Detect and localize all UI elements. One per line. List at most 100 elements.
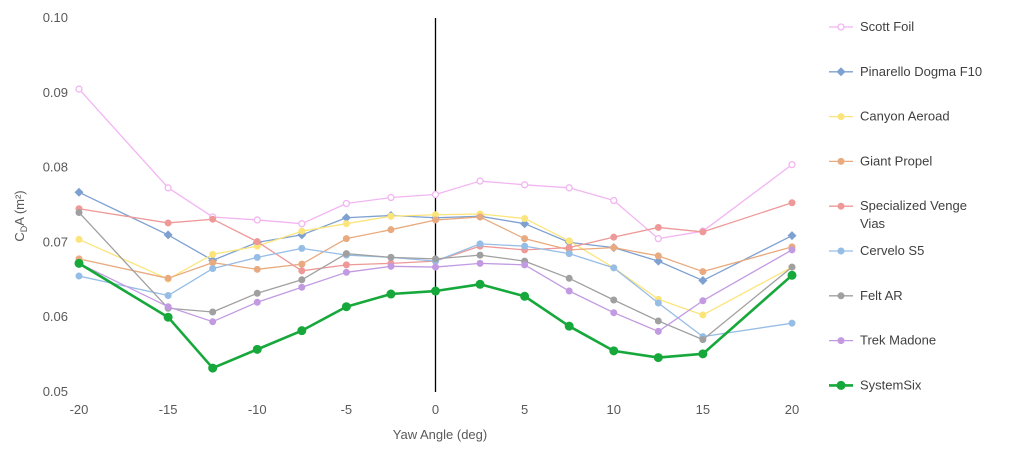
data-point [521,214,529,222]
data-point [520,181,529,189]
data-point [342,268,350,276]
x-tick-label: -5 [341,402,353,417]
data-point [699,297,707,305]
data-point [699,311,707,319]
legend-marker [837,202,845,210]
data-point [164,292,172,300]
legend-label-line: Specialized Venge [860,198,967,213]
x-tick-label: 0 [432,402,439,417]
data-point [699,228,707,236]
data-point [520,291,530,301]
series-felt-ar [75,208,796,344]
data-point [387,262,395,270]
data-point [788,199,796,207]
data-point [298,244,306,252]
data-point [75,235,83,243]
x-tick-label: -20 [70,402,89,417]
data-point [653,256,663,266]
data-point [476,259,484,267]
data-point [476,177,484,185]
data-point [342,235,350,243]
data-point [521,235,529,243]
data-point [342,220,350,228]
data-point [654,299,662,307]
data-point [298,267,306,275]
data-point [698,349,708,359]
legend-item: Trek Madone [829,333,936,348]
legend-label-line: Vias [860,216,886,231]
legend-label: Felt AR [860,288,903,303]
data-point [387,212,395,220]
data-point [164,303,172,311]
data-point [521,242,529,250]
data-point [252,344,262,354]
data-point [610,196,618,205]
data-point [298,260,306,268]
data-point [565,287,573,295]
data-point [253,265,261,273]
data-point [208,363,218,373]
legend-label: Canyon Aeroad [860,109,950,124]
data-point [699,268,707,276]
data-point [609,346,619,356]
x-tick-label: -10 [248,402,267,417]
legend-item: Pinarello Dogma F10 [829,64,982,79]
data-point [74,258,84,268]
y-tick-label: 0.05 [43,384,68,399]
data-point [386,289,396,299]
data-point [788,319,796,327]
data-point [298,220,306,228]
data-point [654,317,662,325]
data-point [164,274,172,282]
data-point [520,219,530,229]
data-point [209,215,217,223]
data-point [209,308,217,316]
x-tick-label: 15 [696,402,710,417]
data-point [298,276,306,284]
y-tick-label: 0.10 [43,10,68,25]
legend-marker [837,247,845,255]
data-point [387,193,395,202]
data-point [475,279,485,289]
data-point [432,263,439,271]
data-point [163,230,173,240]
data-point [75,272,83,280]
series-layer [74,85,797,373]
data-point [565,237,573,245]
series-scott-foil [75,85,796,243]
data-point [432,216,439,224]
data-point [610,296,618,304]
data-point [698,276,708,286]
legend-item: Felt AR [829,288,903,303]
legend-item: Cervelo S5 [829,243,924,258]
legend-label: Cervelo S5 [860,243,924,258]
legend-label: SystemSix [860,377,922,392]
data-point [75,208,83,216]
y-axis-title: CDA (m²) [12,190,29,241]
legend-marker [836,380,846,390]
data-point [564,321,574,331]
data-point [298,227,306,235]
x-tick-label: 5 [521,402,528,417]
x-axis-ticks: -20 -15 -10 -5 0 5 10 15 20 [70,402,800,417]
data-point [565,244,573,252]
data-point [654,223,662,231]
x-axis-title: Yaw Angle (deg) [393,427,487,442]
data-point [342,199,351,208]
legend-label: Trek Madone [860,333,936,348]
data-point [253,253,261,261]
legend-marker [836,67,846,77]
y-tick-label: 0.09 [43,85,68,100]
data-point [787,231,797,241]
data-point [565,184,573,192]
legend-label: Pinarello Dogma F10 [860,64,982,79]
y-tick-label: 0.06 [43,309,68,324]
legend-item: Scott Foil [829,19,914,34]
data-point [163,312,173,322]
x-tick-label: -15 [159,402,178,417]
data-point [431,286,440,296]
data-point [653,353,663,363]
data-point [209,250,217,258]
legend-item: Specialized Venge Vias [829,198,967,231]
